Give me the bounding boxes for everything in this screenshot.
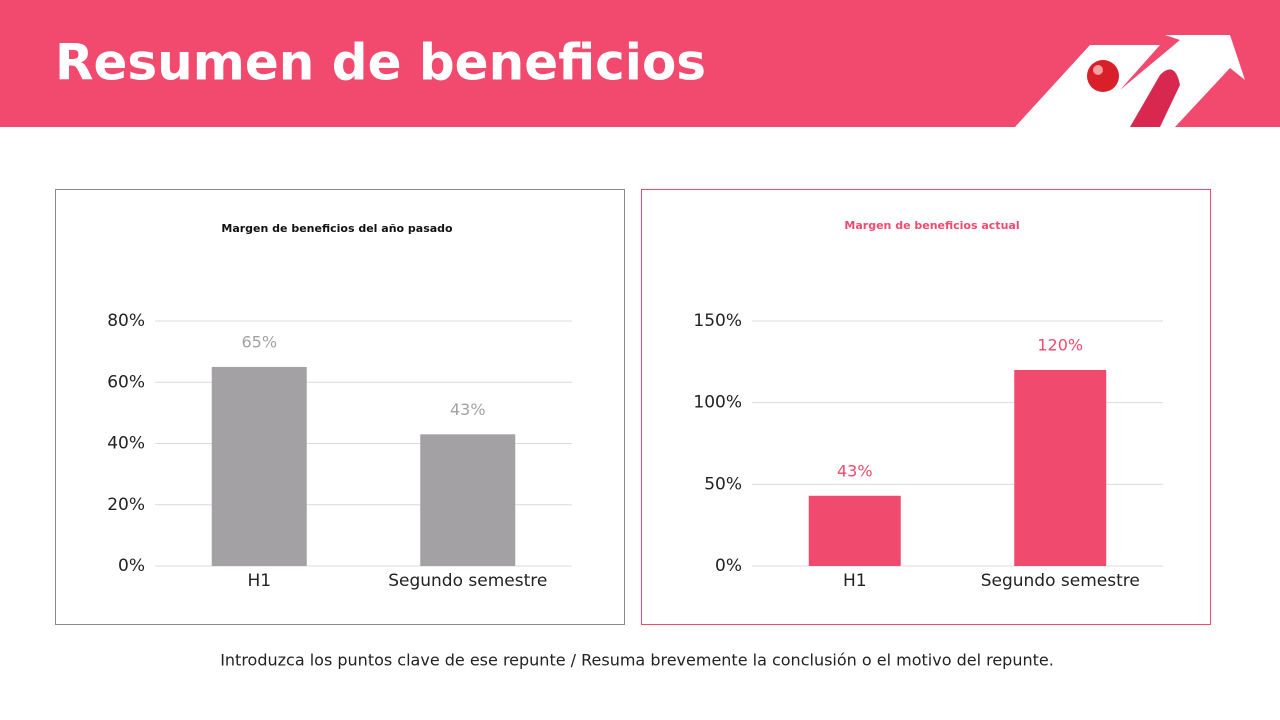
bar: [420, 434, 516, 566]
value-label: 120%: [1037, 336, 1083, 355]
y-tick-label: 40%: [107, 434, 145, 454]
x-tick-label: H1: [843, 571, 867, 591]
chart-title: Margen de beneficios actual: [844, 219, 1019, 232]
footer-text: Introduzca los puntos clave de ese repun…: [220, 651, 1054, 670]
y-tick-label: 50%: [704, 474, 742, 494]
bar: [1014, 370, 1107, 566]
y-tick-label: 80%: [107, 311, 145, 331]
x-tick-label: Segundo semestre: [981, 571, 1140, 591]
x-tick-label: Segundo semestre: [388, 571, 547, 591]
value-label: 65%: [241, 332, 277, 351]
y-tick-label: 150%: [693, 311, 742, 331]
panel: [641, 189, 1211, 625]
y-tick-label: 60%: [107, 372, 145, 392]
value-label: 43%: [837, 461, 873, 480]
panel: [55, 189, 625, 625]
chart-title: Margen de beneficios del año pasado: [221, 222, 453, 235]
y-tick-label: 20%: [107, 495, 145, 515]
bar: [211, 366, 307, 566]
y-tick-label: 100%: [693, 393, 742, 413]
value-label: 43%: [450, 400, 486, 419]
arrow-decoration: [1015, 35, 1245, 127]
bar: [808, 495, 901, 566]
x-tick-label: H1: [247, 571, 271, 591]
y-tick-label: 0%: [118, 556, 145, 576]
slide-title: Resumen de beneficios: [55, 34, 706, 92]
y-tick-label: 0%: [715, 556, 742, 576]
